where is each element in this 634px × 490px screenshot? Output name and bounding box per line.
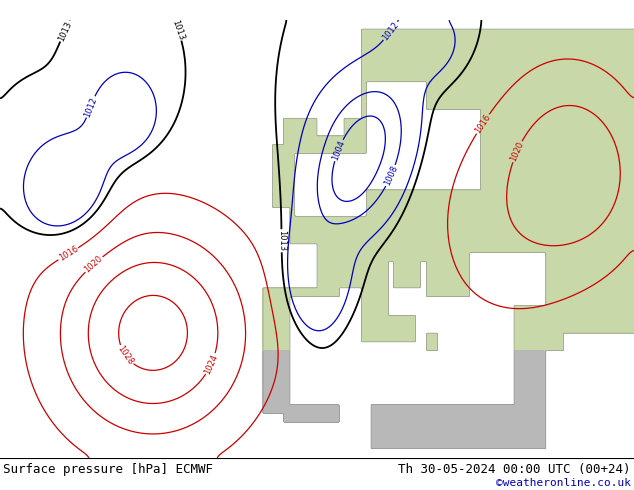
Text: Surface pressure [hPa] ECMWF: Surface pressure [hPa] ECMWF — [3, 463, 213, 476]
Text: 1012: 1012 — [380, 20, 401, 42]
Text: ©weatheronline.co.uk: ©weatheronline.co.uk — [496, 478, 631, 489]
Text: 1013: 1013 — [277, 230, 286, 251]
Text: 1013: 1013 — [56, 20, 74, 43]
Text: Th 30-05-2024 00:00 UTC (00+24): Th 30-05-2024 00:00 UTC (00+24) — [398, 463, 631, 476]
Text: 1016: 1016 — [57, 245, 80, 263]
Text: 1020: 1020 — [508, 140, 526, 163]
Text: 1028: 1028 — [116, 344, 135, 367]
Text: 1016: 1016 — [473, 113, 493, 135]
Text: 1013: 1013 — [170, 18, 185, 41]
Text: 1008: 1008 — [382, 164, 399, 187]
Text: 1024: 1024 — [203, 352, 219, 375]
Text: 1012: 1012 — [82, 96, 99, 118]
Text: 1020: 1020 — [83, 254, 105, 274]
Text: 1004: 1004 — [330, 139, 346, 162]
